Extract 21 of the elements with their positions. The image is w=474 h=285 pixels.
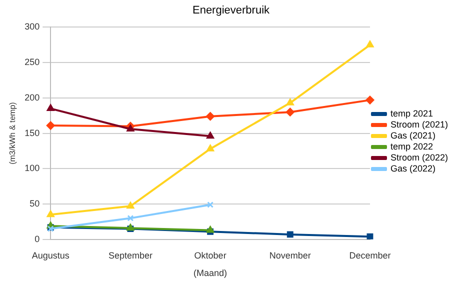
y-tick-label: 300 [24,22,40,32]
legend-label: Gas (2022) [390,163,436,174]
legend-label: temp 2022 [390,141,434,152]
y-tick-label: 100 [24,163,40,174]
x-tick-label: Oktober [194,250,226,260]
x-tick-label: September [108,250,152,260]
legend-label: temp 2021 [390,108,434,118]
y-tick-label: 200 [24,92,40,102]
x-tick-label: Augustus [32,250,70,260]
x-tick-label: November [269,250,311,260]
y-tick-label: 0 [34,234,40,244]
legend-label: Stroom (2022) [390,152,448,162]
y-tick-label: 50 [30,198,40,209]
x-axis-title: (Maand) [194,268,228,278]
y-axis-title: (m3/kWh & temp) [8,102,18,164]
legend-label: Stroom (2021) [390,119,448,130]
legend-label: Gas (2021) [390,130,436,140]
x-tick-label: December [349,250,391,260]
y-tick-label: 150 [24,128,40,138]
chart-title: Energieverbruik [192,4,270,17]
y-tick-label: 250 [24,57,40,68]
